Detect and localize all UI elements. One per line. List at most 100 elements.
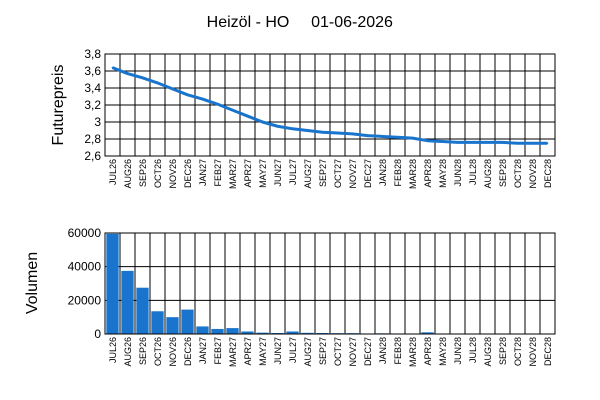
price-xtick-label: DEC26 bbox=[183, 159, 193, 188]
volume-xtick-label: JUL27 bbox=[288, 337, 298, 363]
volume-ytick-label: 0 bbox=[94, 327, 101, 341]
price-xtick-label: APR28 bbox=[423, 159, 433, 188]
volume-ytick-label: 20000 bbox=[68, 293, 102, 307]
volume-xtick-label: DEC28 bbox=[543, 337, 553, 366]
price-point bbox=[471, 141, 474, 144]
volume-xtick-label: MAR28 bbox=[408, 337, 418, 367]
price-axis-label: Futurepreis bbox=[50, 65, 67, 146]
volume-frame-outline bbox=[104, 232, 556, 335]
price-ytick-label: 2,8 bbox=[84, 132, 101, 146]
price-xtick-label: JUL26 bbox=[108, 159, 118, 185]
price-point bbox=[426, 139, 429, 142]
price-xtick-label: DEC28 bbox=[543, 159, 553, 188]
volume-bar bbox=[121, 270, 134, 334]
volume-xtick-label: OCT28 bbox=[513, 337, 523, 366]
price-xtick-label: OCT28 bbox=[513, 159, 523, 188]
volume-ytick-label: 60000 bbox=[68, 226, 102, 240]
price-series-line bbox=[111, 66, 548, 145]
volume-xtick-label: FEB28 bbox=[393, 337, 403, 365]
chart-date: 01-06-2026 bbox=[311, 14, 393, 31]
volume-bar bbox=[181, 309, 194, 334]
price-point bbox=[216, 103, 219, 105]
price-xtick-label: JUL27 bbox=[288, 159, 298, 185]
price-xtick-label: NOV27 bbox=[348, 159, 358, 189]
volume-bar bbox=[301, 332, 314, 334]
volume-bar bbox=[211, 328, 224, 334]
volume-bar bbox=[226, 328, 239, 334]
price-xtick-label: JUN28 bbox=[453, 159, 463, 187]
volume-xtick-label: JAN27 bbox=[198, 337, 208, 364]
chart-title: Heizöl - HO bbox=[207, 14, 290, 31]
volume-bar bbox=[256, 332, 269, 334]
price-ytick-label: 2,6 bbox=[84, 149, 101, 163]
price-xtick-label: JUN27 bbox=[273, 159, 283, 187]
volume-bar bbox=[421, 332, 434, 334]
volume-xtick-label: JUL26 bbox=[108, 337, 118, 363]
price-xtick-label: MAR27 bbox=[228, 159, 238, 189]
price-point bbox=[396, 136, 399, 139]
price-point bbox=[171, 88, 174, 90]
price-point bbox=[486, 141, 489, 144]
volume-xtick-label: DEC27 bbox=[363, 337, 373, 366]
price-xtick-label: AUG27 bbox=[303, 159, 313, 189]
price-point bbox=[381, 135, 384, 138]
volume-bar bbox=[316, 332, 329, 334]
price-point bbox=[531, 142, 534, 145]
volume-xtick-label: NOV27 bbox=[348, 337, 358, 367]
price-xtick-label: SEP26 bbox=[138, 159, 148, 187]
price-point bbox=[261, 121, 264, 123]
volume-bar bbox=[271, 332, 284, 334]
price-xtick-label: NOV26 bbox=[168, 159, 178, 189]
volume-xtick-label: NOV28 bbox=[528, 337, 538, 367]
price-ytick-label: 3 bbox=[94, 115, 101, 129]
price-point bbox=[516, 142, 519, 145]
price-xtick-label: OCT26 bbox=[153, 159, 163, 188]
price-ytick-label: 3,6 bbox=[84, 64, 101, 78]
volume-bar bbox=[106, 233, 119, 334]
price-xtick-label: AUG26 bbox=[123, 159, 133, 189]
volume-xtick-label: SEP28 bbox=[498, 337, 508, 365]
price-point bbox=[276, 125, 279, 128]
price-xtick-label: MAY27 bbox=[258, 159, 268, 188]
price-panel: Futurepreis 2,6 2,8 3 3,2 3,4 3,6 3,8 JUL26 AUG2… bbox=[50, 47, 556, 189]
price-point bbox=[351, 133, 354, 135]
volume-xtick-label: JUN28 bbox=[453, 337, 463, 365]
volume-xtick-label: JAN28 bbox=[378, 337, 388, 364]
price-point bbox=[501, 141, 504, 144]
price-xtick-label: OCT27 bbox=[333, 159, 343, 188]
volume-xtick-label: SEP27 bbox=[318, 337, 328, 365]
price-xtick-label: FEB28 bbox=[393, 159, 403, 187]
price-ytick-label: 3,2 bbox=[84, 98, 101, 112]
price-xtick-label: JAN27 bbox=[198, 159, 208, 186]
volume-xtick-label: DEC26 bbox=[183, 337, 193, 366]
price-xtick-label: NOV28 bbox=[528, 159, 538, 189]
price-xtick-label: SEP27 bbox=[318, 159, 328, 187]
price-ytick-label: 3,8 bbox=[84, 47, 101, 61]
price-xtick-label: JUL28 bbox=[468, 159, 478, 185]
volume-bar bbox=[286, 331, 299, 334]
volume-xtick-label: FEB27 bbox=[213, 337, 223, 365]
volume-bar bbox=[166, 317, 179, 334]
price-point bbox=[126, 72, 129, 75]
volume-xtick-label: AUG26 bbox=[123, 337, 133, 367]
price-xtick-label: DEC27 bbox=[363, 159, 373, 188]
volume-xtick-label: APR27 bbox=[243, 337, 253, 366]
volume-xtick-label: AUG27 bbox=[303, 337, 313, 367]
volume-xtick-label: AUG28 bbox=[483, 337, 493, 367]
volume-bar bbox=[196, 326, 209, 334]
price-point bbox=[456, 141, 459, 144]
price-point bbox=[291, 128, 294, 130]
volume-xtick-label: MAY27 bbox=[258, 337, 268, 366]
price-xtick-label: APR27 bbox=[243, 159, 253, 188]
volume-xtick-label: MAY28 bbox=[438, 337, 448, 366]
price-point bbox=[411, 137, 414, 139]
volume-bar bbox=[136, 287, 149, 334]
volume-xtick-label: NOV26 bbox=[168, 337, 178, 367]
price-point bbox=[306, 129, 309, 132]
price-point bbox=[186, 94, 189, 96]
volume-xtick-label: OCT26 bbox=[153, 337, 163, 366]
price-point bbox=[546, 142, 549, 145]
price-frame-outline bbox=[104, 53, 556, 157]
volume-xtick-label: JUL28 bbox=[468, 337, 478, 363]
